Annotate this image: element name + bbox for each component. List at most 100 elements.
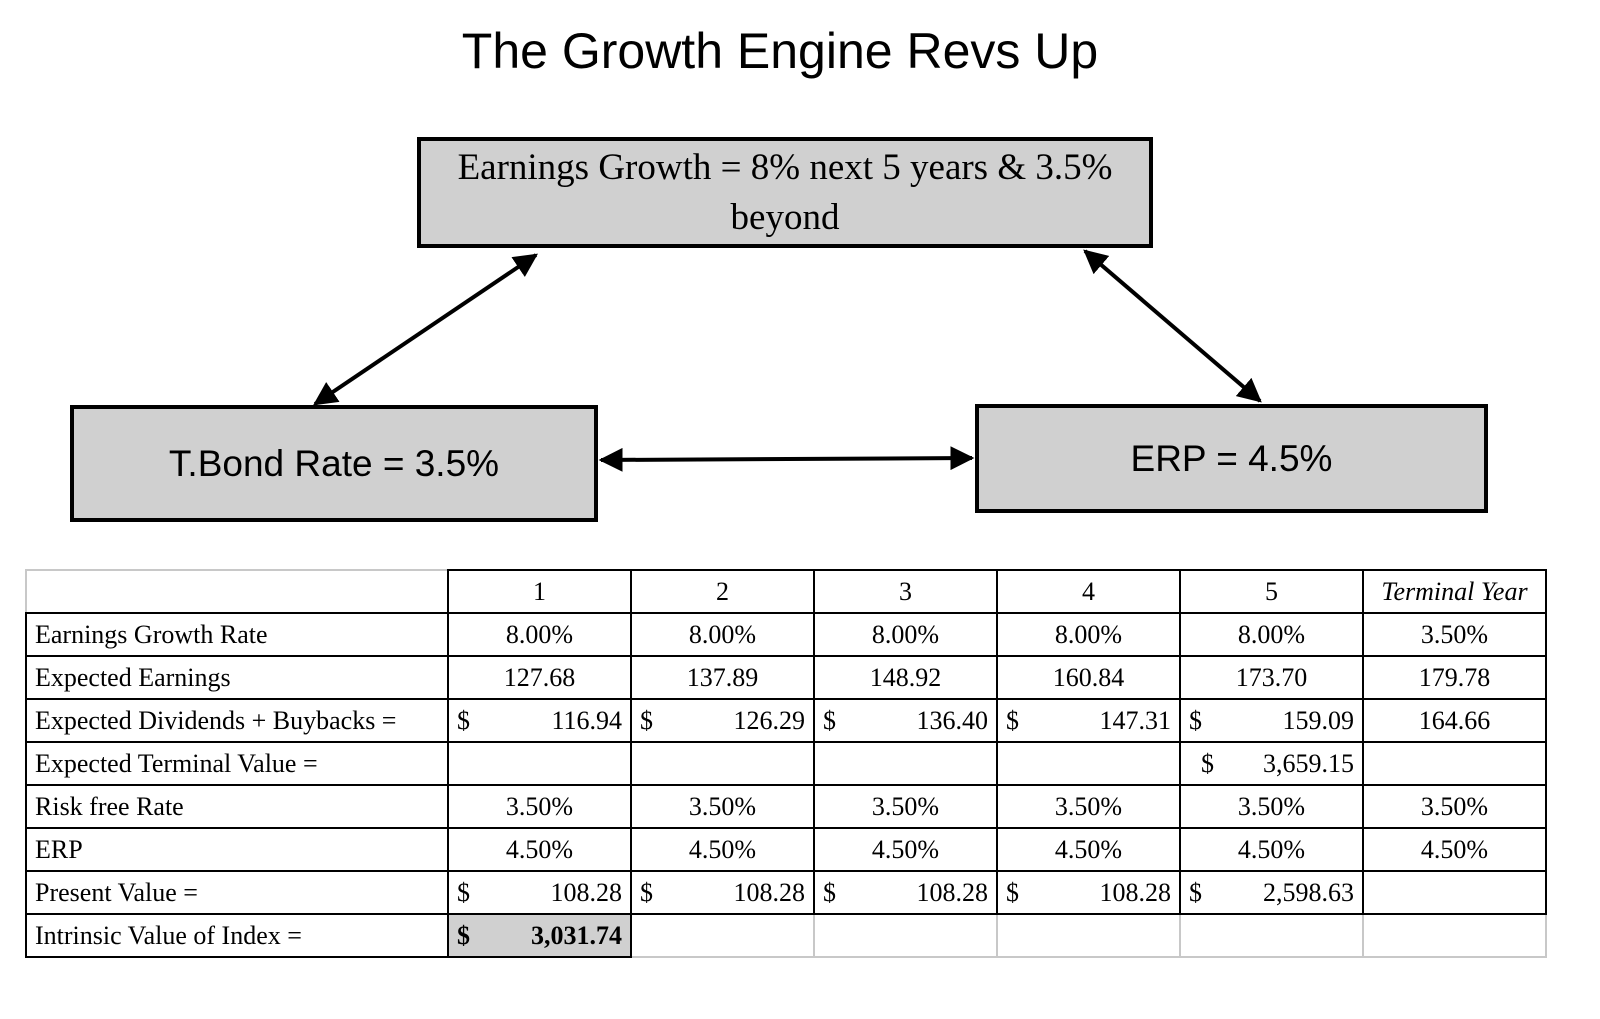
table-cell (630, 913, 815, 958)
valuation-table: 1 2 3 4 5 Terminal Year Earnings Growth … (25, 569, 1547, 958)
table-cell (996, 741, 1181, 786)
row-label: Present Value = (25, 870, 449, 915)
amount: 108.28 (550, 877, 623, 907)
table-cell: 173.70 (1179, 655, 1364, 700)
currency-symbol: $ (1201, 748, 1214, 778)
table-row: Earnings Growth Rate 8.00% 8.00% 8.00% 8… (25, 612, 1547, 657)
table-cell: 148.92 (813, 655, 998, 700)
row-label: Risk free Rate (25, 784, 449, 829)
table-row: Present Value = $108.28 $108.28 $108.28 … (25, 870, 1547, 915)
table-row: Expected Dividends + Buybacks = $116.94 … (25, 698, 1547, 743)
table-cell: $108.28 (996, 870, 1181, 915)
table-cell (813, 913, 998, 958)
table-cell: 8.00% (447, 612, 632, 657)
arrow-growth-tbond (313, 253, 538, 406)
currency-symbol: $ (457, 920, 470, 950)
table-cell: 8.00% (630, 612, 815, 657)
header-year-1: 1 (447, 569, 632, 614)
table-cell: $116.94 (447, 698, 632, 743)
erp-box: ERP = 4.5% (975, 404, 1488, 513)
intrinsic-value-cell: $3,031.74 (447, 913, 632, 958)
currency-symbol: $ (457, 705, 470, 735)
table-cell: $126.29 (630, 698, 815, 743)
amount: 159.09 (1282, 705, 1355, 735)
table-cell (813, 741, 998, 786)
header-year-5: 5 (1179, 569, 1364, 614)
table-cell: 127.68 (447, 655, 632, 700)
header-year-2: 2 (630, 569, 815, 614)
row-label: Earnings Growth Rate (25, 612, 449, 657)
table-cell: 8.00% (996, 612, 1181, 657)
erp-text: ERP = 4.5% (1130, 437, 1333, 479)
table-cell: 137.89 (630, 655, 815, 700)
table-row: Risk free Rate 3.50% 3.50% 3.50% 3.50% 3… (25, 784, 1547, 829)
table-cell (1362, 870, 1547, 915)
intrinsic-value: 3,031.74 (531, 920, 622, 950)
table-cell (1362, 741, 1547, 786)
header-corner (25, 569, 449, 614)
table-cell: $136.40 (813, 698, 998, 743)
amount: 136.40 (916, 705, 989, 735)
currency-symbol: $ (640, 705, 653, 735)
table-cell: 4.50% (1362, 827, 1547, 872)
table-cell: 4.50% (447, 827, 632, 872)
table-cell: 4.50% (1179, 827, 1364, 872)
currency-symbol: $ (823, 877, 836, 907)
amount: 2,598.63 (1263, 877, 1354, 907)
table-cell: $147.31 (996, 698, 1181, 743)
table-cell: $3,659.15 (1179, 741, 1364, 786)
table-cell: 164.66 (1362, 698, 1547, 743)
earnings-growth-text: Earnings Growth = 8% next 5 years & 3.5%… (457, 146, 1113, 238)
table-cell: 3.50% (1362, 612, 1547, 657)
table-cell: $159.09 (1179, 698, 1364, 743)
table-cell: 179.78 (1362, 655, 1547, 700)
row-label: Expected Earnings (25, 655, 449, 700)
header-year-3: 3 (813, 569, 998, 614)
table-cell: 8.00% (813, 612, 998, 657)
currency-symbol: $ (1189, 705, 1202, 735)
currency-symbol: $ (640, 877, 653, 907)
table-cell: $108.28 (447, 870, 632, 915)
header-row: 1 2 3 4 5 Terminal Year (25, 569, 1547, 614)
table-cell (630, 741, 815, 786)
currency-symbol: $ (823, 705, 836, 735)
table-cell: 3.50% (996, 784, 1181, 829)
row-label: Expected Dividends + Buybacks = (25, 698, 449, 743)
table-cell: $108.28 (630, 870, 815, 915)
table-cell: $2,598.63 (1179, 870, 1364, 915)
table-cell: 4.50% (630, 827, 815, 872)
table-row: ERP 4.50% 4.50% 4.50% 4.50% 4.50% 4.50% (25, 827, 1547, 872)
row-label: Intrinsic Value of Index = (25, 913, 449, 958)
header-year-4: 4 (996, 569, 1181, 614)
amount: 116.94 (551, 705, 622, 735)
header-terminal-year: Terminal Year (1362, 569, 1547, 614)
table-cell: 8.00% (1179, 612, 1364, 657)
amount: 108.28 (1099, 877, 1172, 907)
amount: 3,659.15 (1263, 748, 1354, 778)
table-cell: 4.50% (996, 827, 1181, 872)
earnings-growth-box: Earnings Growth = 8% next 5 years & 3.5%… (417, 137, 1153, 248)
page-title: The Growth Engine Revs Up (461, 23, 1099, 79)
table-row: Intrinsic Value of Index = $3,031.74 (25, 913, 1547, 958)
arrow-growth-erp (1083, 249, 1262, 403)
table-cell: 3.50% (1362, 784, 1547, 829)
table-cell: 3.50% (447, 784, 632, 829)
arrow-tbond-erp (598, 446, 975, 472)
tbond-rate-box: T.Bond Rate = 3.5% (70, 405, 598, 522)
currency-symbol: $ (1006, 705, 1019, 735)
table-cell (1179, 913, 1364, 958)
tbond-rate-text: T.Bond Rate = 3.5% (168, 442, 500, 484)
table-row: Expected Terminal Value = $3,659.15 (25, 741, 1547, 786)
amount: 108.28 (916, 877, 989, 907)
table-cell: 4.50% (813, 827, 998, 872)
table-cell: 160.84 (996, 655, 1181, 700)
table-cell (1362, 913, 1547, 958)
table-cell: 3.50% (813, 784, 998, 829)
row-label: ERP (25, 827, 449, 872)
currency-symbol: $ (457, 877, 470, 907)
amount: 126.29 (733, 705, 806, 735)
currency-symbol: $ (1006, 877, 1019, 907)
table-cell (447, 741, 632, 786)
amount: 147.31 (1099, 705, 1172, 735)
